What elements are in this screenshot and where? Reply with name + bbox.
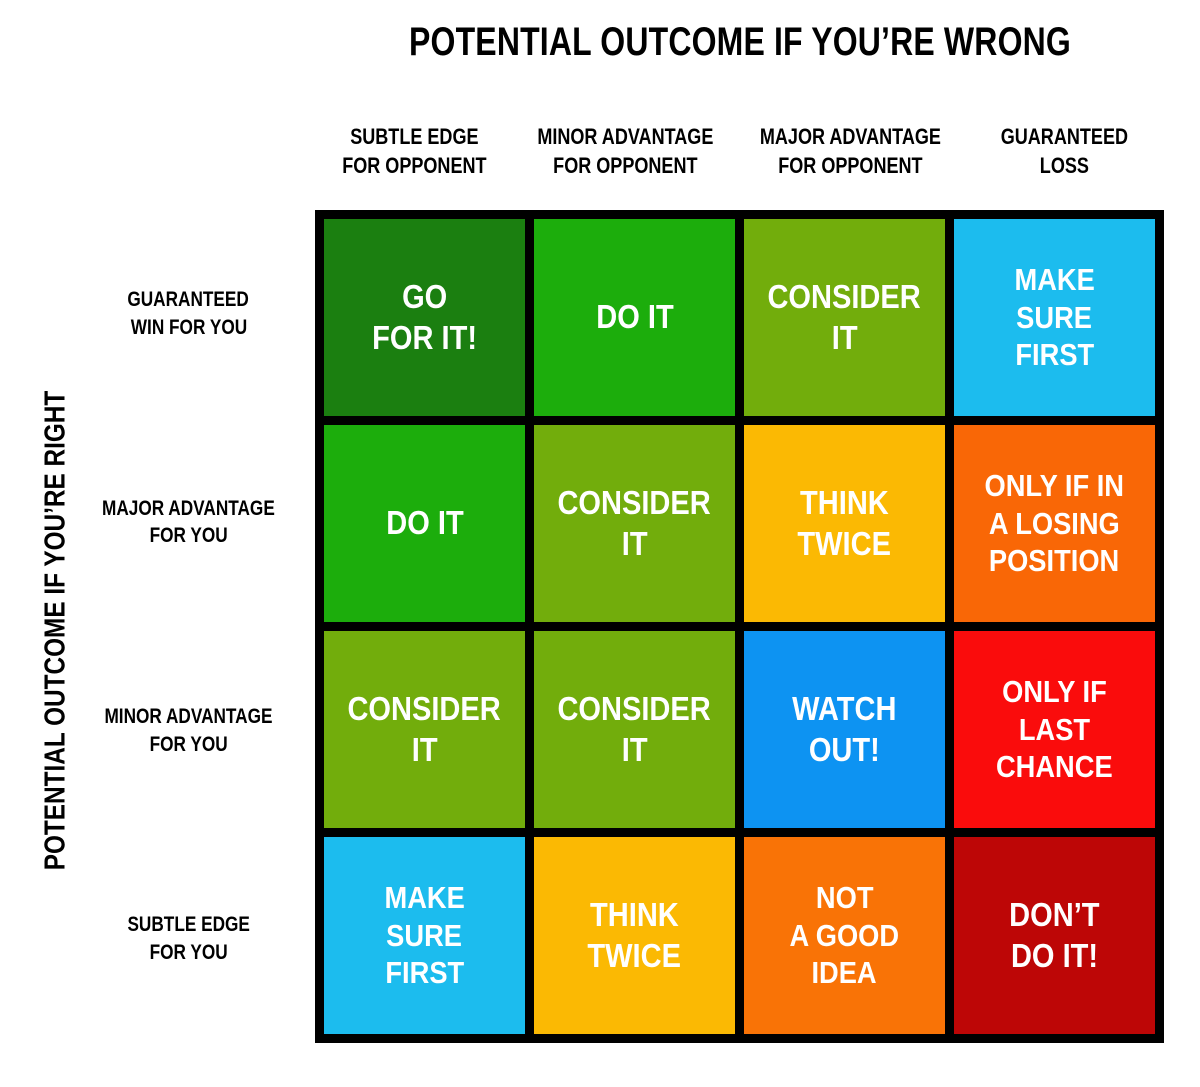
matrix-cell-line: GO	[401, 278, 448, 316]
row-header-line: GUARANTEED	[127, 288, 250, 312]
column-header-line: FOR OPPONENT	[552, 152, 698, 178]
matrix-cell-do-it[interactable]: DO IT	[534, 219, 735, 416]
matrix-cell-do-it[interactable]: DO IT	[324, 425, 525, 622]
matrix-cell-line: CONSIDER	[347, 690, 502, 728]
row-header-line: MINOR ADVANTAGE	[104, 704, 273, 728]
row-header-line: MAJOR ADVANTAGE	[102, 496, 275, 520]
row-header-column: GUARANTEED WIN FOR YOU MAJOR ADVANTAGE F…	[62, 210, 315, 1043]
matrix-cell-line: A LOSING	[989, 505, 1120, 541]
decision-matrix-grid: GO FOR IT! DO IT CONSIDER IT MAKE SURE FIRST DO …	[315, 210, 1164, 1043]
matrix-cell-line: FIRST	[1015, 337, 1094, 373]
row-header-line: SUBTLE EDGE	[127, 913, 250, 937]
matrix-cell-line: SURE	[1016, 299, 1093, 335]
row-header-line: FOR YOU	[149, 732, 228, 756]
row-header-line: FOR YOU	[149, 940, 228, 964]
matrix-cell-line: WATCH	[792, 690, 897, 728]
matrix-cell-line: CONSIDER	[767, 278, 922, 316]
row-header-guaranteed-win-for-you: GUARANTEED WIN FOR YOU	[62, 210, 315, 418]
matrix-cell-line: DO IT	[385, 504, 464, 542]
matrix-cell-think-twice[interactable]: THINK TWICE	[534, 837, 735, 1034]
row-header-minor-advantage-for-you: MINOR ADVANTAGE FOR YOU	[62, 627, 315, 835]
row-header-line: FOR YOU	[149, 524, 228, 548]
column-header-line: GUARANTEED	[1000, 124, 1129, 149]
matrix-cell-line: CONSIDER	[557, 690, 712, 728]
column-header-row: SUBTLE EDGE FOR OPPONENT MINOR ADVANTAGE…	[315, 123, 1164, 205]
matrix-cell-line: IT	[621, 730, 648, 768]
column-header-guaranteed-loss: GUARANTEED LOSS	[965, 123, 1164, 205]
matrix-cell-line: NOT	[815, 879, 874, 915]
row-header-major-advantage-for-you: MAJOR ADVANTAGE FOR YOU	[62, 418, 315, 626]
matrix-cell-make-sure-first[interactable]: MAKE SURE FIRST	[954, 219, 1155, 416]
matrix-cell-line: IT	[831, 318, 858, 356]
column-header-line: FOR OPPONENT	[778, 152, 924, 178]
matrix-cell-line: IT	[411, 730, 438, 768]
matrix-cell-dont-do-it[interactable]: DON’T DO IT!	[954, 837, 1155, 1034]
matrix-cell-line: MAKE	[384, 879, 465, 915]
matrix-cell-line: THINK	[590, 896, 679, 934]
matrix-cell-consider-it[interactable]: CONSIDER IT	[534, 631, 735, 828]
matrix-cell-line: ONLY IF	[1002, 673, 1107, 709]
matrix-cell-line: CHANCE	[996, 749, 1113, 785]
row-header-subtle-edge-for-you: SUBTLE EDGE FOR YOU	[62, 835, 315, 1043]
matrix-cell-line: TWICE	[797, 524, 892, 562]
matrix-cell-go-for-it[interactable]: GO FOR IT!	[324, 219, 525, 416]
matrix-cell-line: DON’T	[1009, 896, 1100, 934]
matrix-cell-line: DO IT	[595, 298, 674, 336]
column-header-line: FOR OPPONENT	[342, 152, 487, 178]
matrix-cell-line: FOR IT!	[372, 318, 477, 356]
matrix-cell-only-if-last-chance[interactable]: ONLY IF LAST CHANCE	[954, 631, 1155, 828]
matrix-cell-line: POSITION	[989, 543, 1120, 579]
matrix-cell-line: IDEA	[811, 955, 878, 991]
column-header-line: SUBTLE EDGE	[350, 124, 479, 149]
matrix-cell-line: OUT!	[809, 730, 880, 768]
column-header-line: LOSS	[1040, 152, 1090, 178]
matrix-cell-make-sure-first[interactable]: MAKE SURE FIRST	[324, 837, 525, 1034]
matrix-cell-line: FIRST	[385, 955, 464, 991]
matrix-cell-consider-it[interactable]: CONSIDER IT	[324, 631, 525, 828]
matrix-cell-only-if-in-a-losing-position[interactable]: ONLY IF IN A LOSING POSITION	[954, 425, 1155, 622]
matrix-cell-line: TWICE	[587, 936, 682, 974]
page-title: POTENTIAL OUTCOME IF YOU’RE WRONG	[409, 20, 1071, 64]
matrix-cell-line: ONLY IF IN	[984, 467, 1125, 503]
matrix-cell-watch-out[interactable]: WATCH OUT!	[744, 631, 945, 828]
matrix-cell-line: DO IT!	[1010, 936, 1099, 974]
column-header-line: MINOR ADVANTAGE	[537, 124, 714, 149]
matrix-cell-line: THINK	[800, 484, 889, 522]
matrix-cell-consider-it[interactable]: CONSIDER IT	[744, 219, 945, 416]
column-header-major-advantage-for-opponent: MAJOR ADVANTAGE FOR OPPONENT	[736, 123, 965, 205]
matrix-cell-line: LAST	[1018, 711, 1091, 747]
column-header-subtle-edge-for-opponent: SUBTLE EDGE FOR OPPONENT	[315, 123, 514, 205]
matrix-cell-line: CONSIDER	[557, 484, 712, 522]
matrix-cell-consider-it[interactable]: CONSIDER IT	[534, 425, 735, 622]
matrix-cell-line: SURE	[386, 917, 463, 953]
matrix-cell-not-a-good-idea[interactable]: NOT A GOOD IDEA	[744, 837, 945, 1034]
column-header-minor-advantage-for-opponent: MINOR ADVANTAGE FOR OPPONENT	[514, 123, 737, 205]
matrix-cell-think-twice[interactable]: THINK TWICE	[744, 425, 945, 622]
matrix-cell-line: A GOOD	[789, 917, 900, 953]
matrix-cell-line: IT	[621, 524, 648, 562]
matrix-cell-line: MAKE	[1014, 261, 1095, 297]
column-header-line: MAJOR ADVANTAGE	[760, 124, 942, 149]
row-header-line: WIN FOR YOU	[130, 316, 247, 340]
